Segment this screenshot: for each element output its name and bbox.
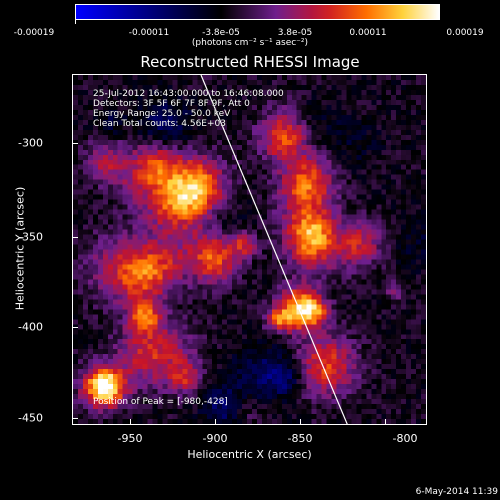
info-detectors: Detectors: 3F 5F 6F 7F 8F 9F, Att 0 [93, 99, 250, 109]
x-tick-label: -800 [392, 432, 418, 445]
heatmap-image [73, 75, 426, 424]
info-energy-range: Energy Range: 25.0 - 50.0 keV [93, 109, 231, 119]
y-tick-label: -300 [18, 136, 43, 150]
plot-title: Reconstructed RHESSI Image [140, 53, 360, 71]
colorbar-tick-label: -0.00019 [13, 28, 55, 38]
colorbar-tick-label: 3.8e-05 [277, 28, 313, 38]
x-tick-label: -950 [117, 432, 143, 445]
y-tick-label: -450 [18, 411, 43, 425]
colorbar-units: (photons cm⁻² s⁻¹ asec⁻²) [191, 38, 309, 48]
info-time-range: 25-Jul-2012 16:43:00.000 to 16:46:08.000 [93, 89, 284, 99]
x-axis-label: Heliocentric X (arcsec) [187, 448, 312, 461]
y-axis-label: Heliocentric Y (arcsec) [13, 186, 27, 311]
colorbar-tick-label: 0.00019 [446, 28, 484, 38]
colorbar-tick-label: -0.00011 [128, 28, 170, 38]
y-tick-label: -350 [18, 230, 43, 244]
x-tick-label: -850 [287, 432, 313, 445]
limb-line [200, 75, 348, 424]
colorbar [75, 4, 440, 20]
peak-position-label: Position of Peak = [-980,-428] [93, 397, 228, 407]
x-tick-label: -900 [202, 432, 228, 445]
timestamp: 6-May-2014 11:39 [415, 487, 498, 497]
info-total-counts: Clean Total counts: 4.56E+03 [93, 119, 226, 129]
y-tick-label: -400 [18, 320, 43, 334]
colorbar-tick-label: 0.00011 [349, 28, 387, 38]
image-plot-area: 25-Jul-2012 16:43:00.000 to 16:46:08.000… [72, 74, 427, 425]
colorbar-tick-label: -3.8e-05 [202, 28, 240, 38]
